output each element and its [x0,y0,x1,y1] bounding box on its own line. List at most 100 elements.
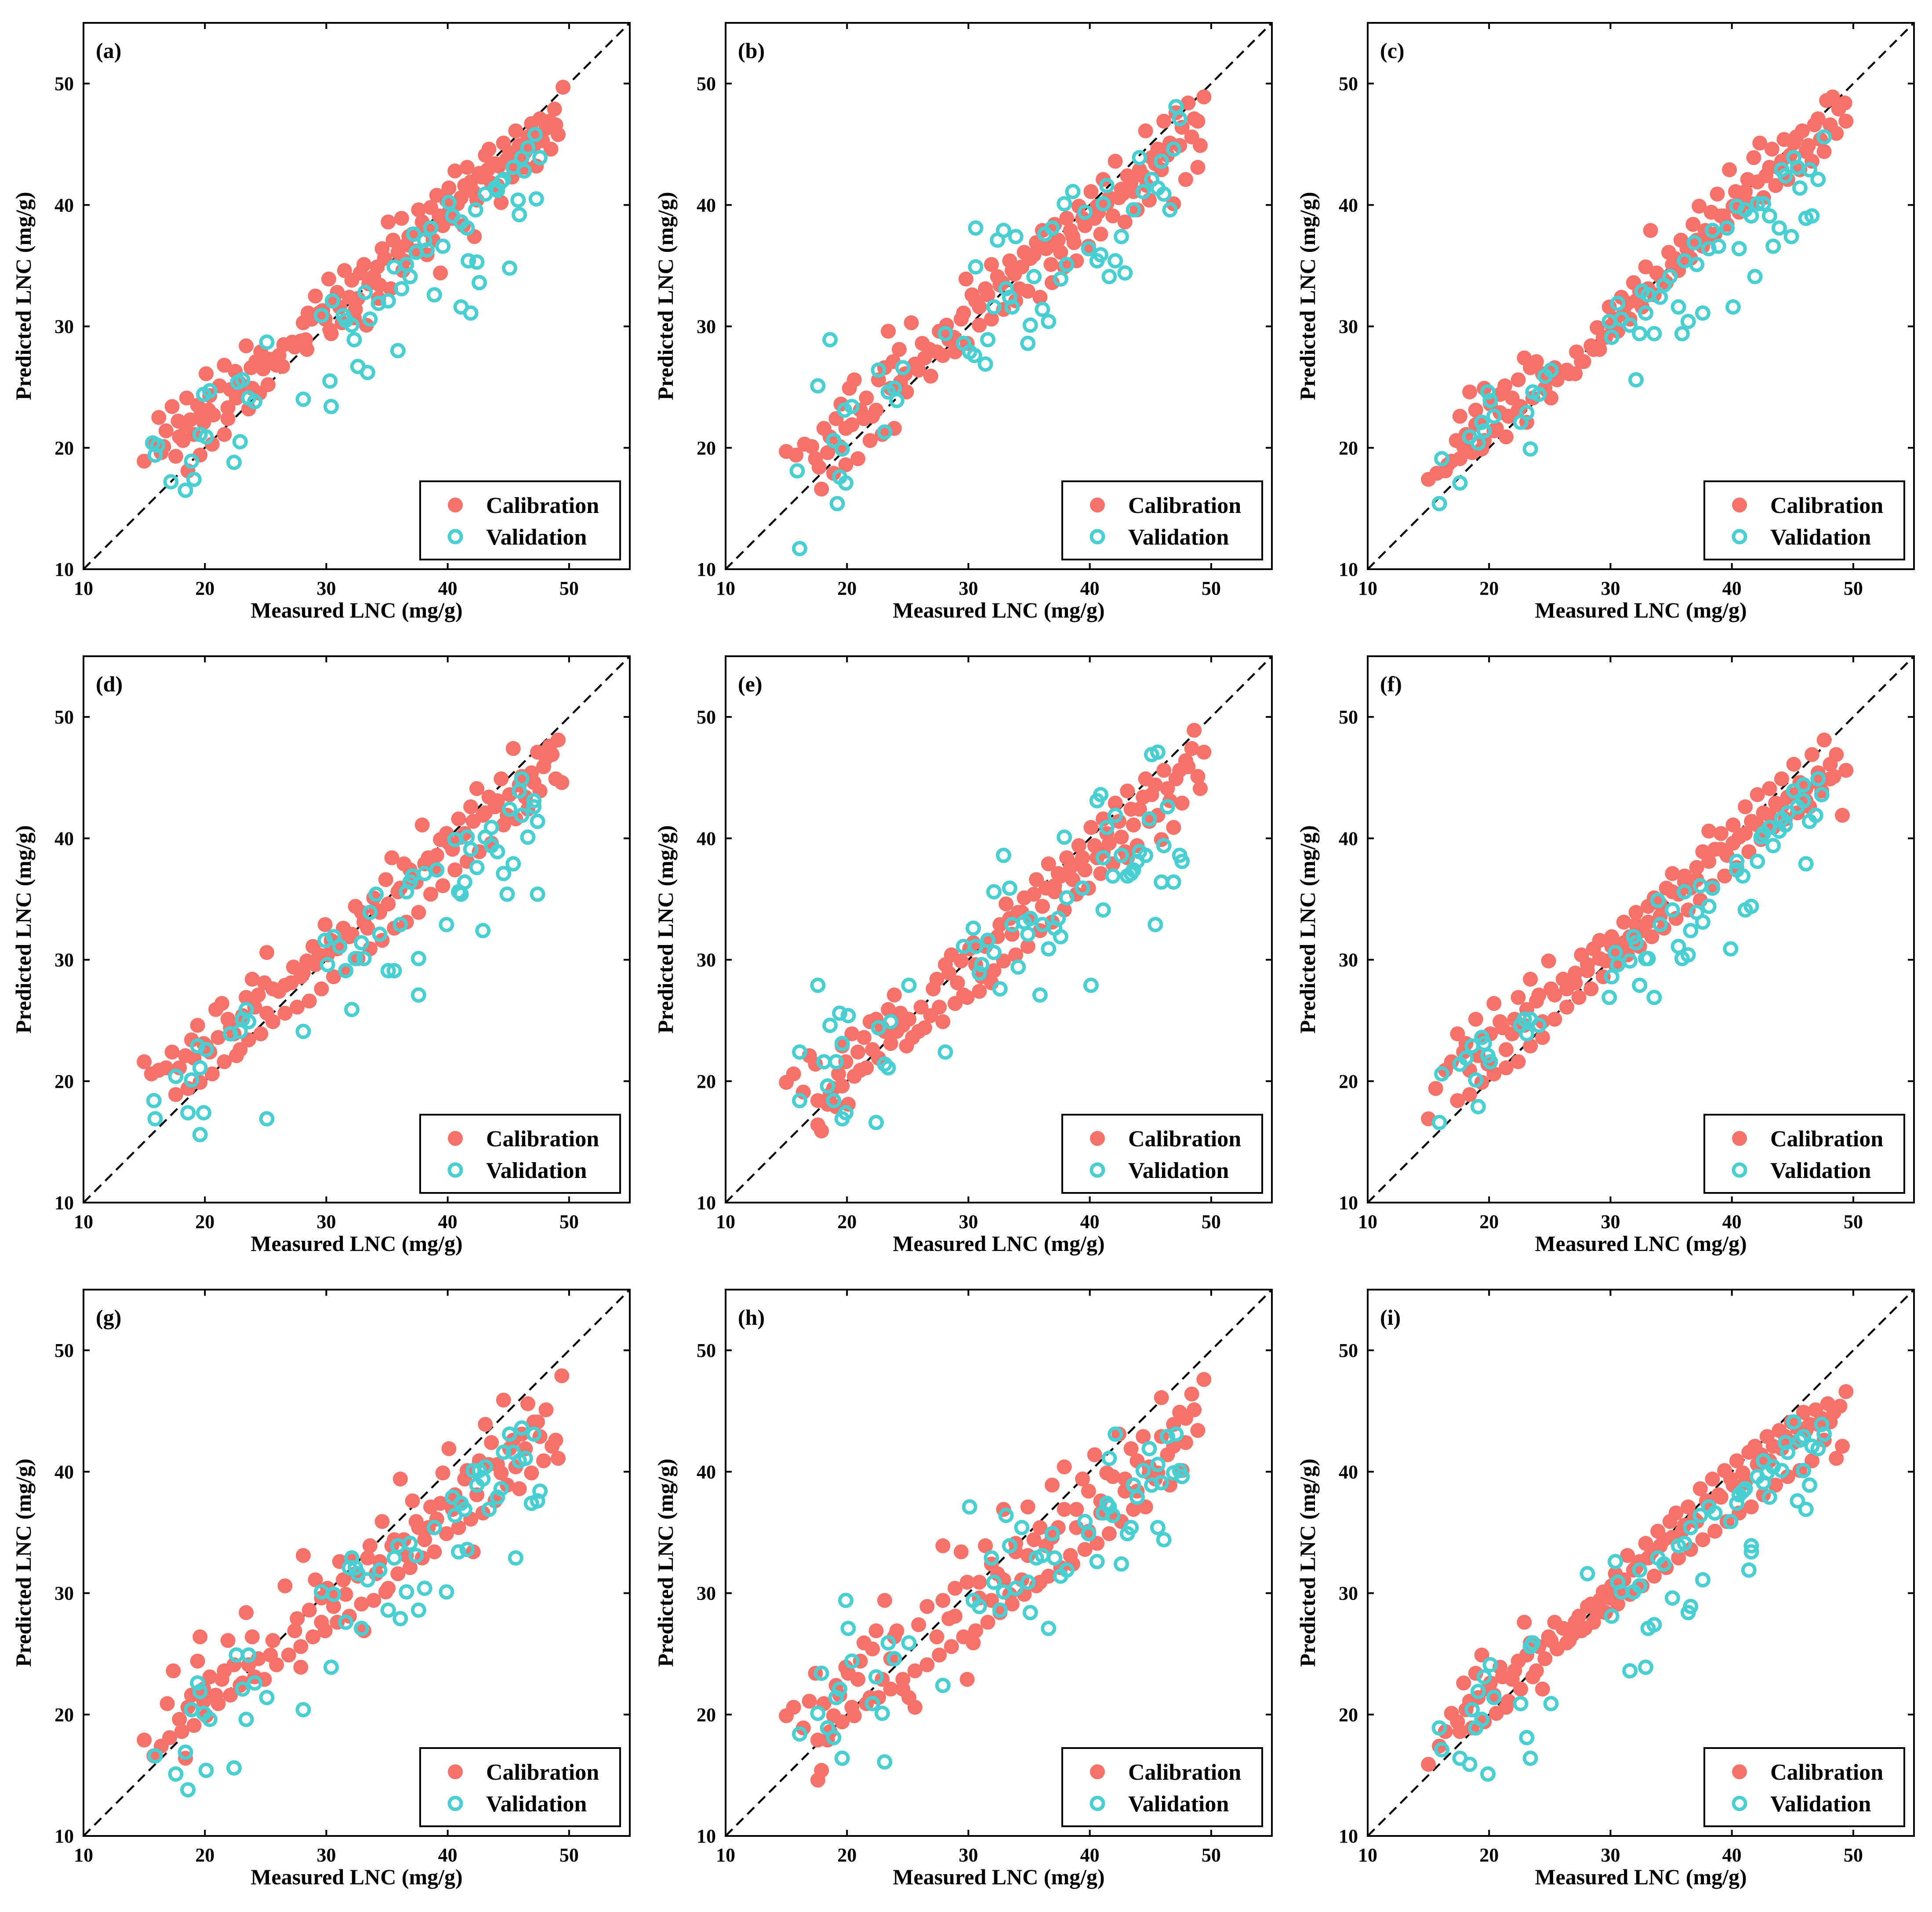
x-tick-label: 50 [1844,1844,1863,1866]
validation-point [512,207,527,222]
calibration-point [1452,1724,1467,1739]
calibration-point [1571,990,1587,1005]
y-axis-label: Predicted LNC (mg/g) [653,1459,678,1667]
legend-validation-label: Validation [1770,525,1871,550]
validation-point [526,799,542,814]
calibration-point [913,1000,929,1015]
calibration-point [1713,208,1729,224]
calibration-point [336,1572,351,1588]
validation-point [1707,1505,1723,1521]
calibration-point [959,1574,975,1590]
legend-box [419,1747,621,1827]
calibration-point [1193,781,1208,796]
calibration-point [239,1605,254,1620]
validation-point [520,140,536,156]
calibration-point [1586,1614,1601,1630]
validation-point [1761,208,1777,224]
calibration-point [1671,1550,1686,1566]
validation-point [1059,890,1075,906]
calibration-point [1641,914,1656,930]
validation-point [410,987,426,1003]
validation-point [992,981,1008,997]
y-axis-label: Predicted LNC (mg/g) [1295,192,1320,400]
calibration-point [846,1708,862,1723]
validation-point [1777,817,1793,833]
validation-point [150,437,165,453]
x-tick-label: 40 [1080,1211,1100,1232]
calibration-point [956,1629,971,1644]
calibration-point [1616,914,1631,930]
x-axis-label: Measured LNC (mg/g) [1535,598,1747,622]
legend-calibration-label: Calibration [486,493,599,518]
validation-point [502,1426,517,1442]
calibration-point [308,1572,323,1588]
calibration-point [551,732,566,748]
x-tick-label: 20 [1479,1844,1499,1866]
calibration-point [305,1629,321,1644]
validation-point [493,174,509,190]
axes-frame [1367,1289,1915,1837]
y-axis-label: Predicted LNC (mg/g) [653,192,678,400]
validation-point [1156,1532,1172,1548]
validation-point [838,475,853,491]
y-tick-label: 50 [697,1340,716,1361]
validation-point [1099,820,1115,835]
y-tick-label: 20 [1339,437,1358,459]
validation-point [1719,220,1735,236]
validation-point [1150,744,1166,760]
validation-point [338,963,354,978]
validation-point [1680,947,1696,963]
calibration-point [1816,732,1832,748]
legend-validation-label: Validation [1770,1158,1871,1183]
validation-point [810,378,826,394]
legend-validation-marker [1089,1796,1105,1811]
calibration-point [435,1465,450,1481]
calibration-point [1583,981,1599,996]
calibration-point [465,814,481,829]
legend-box [419,1114,621,1194]
calibration-point [904,315,919,331]
legend-calibration-marker [1090,1764,1105,1779]
validation-point [232,434,248,450]
calibration-point [1196,1372,1212,1387]
validation-point [1628,372,1644,388]
validation-point [1057,829,1072,845]
calibration-point [265,1633,280,1648]
validation-point [354,1621,369,1636]
calibration-point [1837,95,1852,111]
validation-point [1135,1463,1151,1479]
calibration-point [1743,1499,1759,1515]
calibration-point [1555,1621,1571,1636]
validation-point [1162,202,1178,218]
calibration-point [1511,372,1526,388]
calibration-point [259,1006,275,1021]
calibration-point [1835,1439,1850,1454]
calibration-point [1816,144,1832,159]
calibration-point [953,953,969,969]
validation-point [886,1651,902,1667]
calibration-point [1826,769,1841,784]
y-tick-label: 50 [54,73,74,95]
calibration-point [1178,172,1193,187]
validation-point [526,793,542,809]
calibration-point [1462,384,1477,400]
validation-point [1464,1702,1480,1718]
calibration-point [1713,826,1729,841]
calibration-point [1531,987,1547,1003]
calibration-point [1154,1390,1169,1405]
calibration-point [1489,1706,1504,1721]
calibration-point [414,817,430,832]
validation-point [1065,184,1081,200]
y-tick-label: 30 [697,316,716,338]
y-tick-label: 20 [54,1704,74,1726]
legend: Calibration Validation [1061,1747,1263,1827]
validation-point [508,1550,523,1566]
validation-point [1126,202,1141,218]
validation-point [968,259,984,275]
panel-label: (g) [96,1305,121,1330]
validation-point [1452,475,1468,491]
validation-point [505,856,521,872]
calibration-point [164,399,180,414]
validation-point [322,373,338,389]
legend-validation-marker [447,1162,463,1178]
